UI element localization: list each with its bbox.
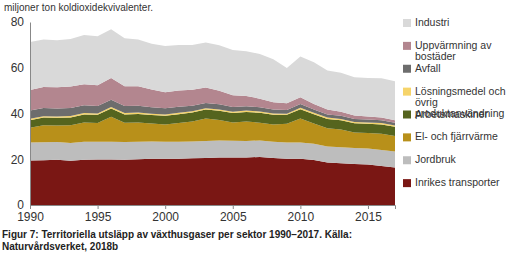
x-tick: 1990 [17,205,44,224]
legend-swatch [403,156,411,164]
y-tick-label: 40 [11,107,25,121]
x-tick-label: 2005 [220,210,247,224]
x-tick-label: 2010 [288,210,315,224]
subtitle: miljoner ton koldioxidekvivalenter. [4,2,153,13]
legend-swatch [403,65,411,73]
chart: miljoner ton koldioxidekvivalenter.02040… [0,0,518,263]
legend-label: Arbetsmaskiner [415,108,488,120]
x-tick-label: 2000 [152,210,179,224]
legend-item: Inrikes transporter [403,176,500,188]
legend-swatch [403,42,411,50]
x-axis-line [31,206,396,210]
legend-item: El- och fjärrvärme [403,130,498,142]
legend-item: Arbetsmaskiner [403,108,488,120]
y-tick-label: 20 [11,153,25,167]
x-tick: 2005 [220,205,247,224]
y-axis-line [30,23,31,206]
x-tick-mark [98,205,99,209]
x-tick-label: 1990 [17,210,44,224]
legend-item: Uppvärmning avbostäder [403,39,492,62]
y-tick-label: 60 [11,61,25,75]
y-tick: 80 [11,15,30,29]
legend-label: El- och fjärrvärme [415,130,498,142]
x-axis: 1990 1995 2000 2005 2010 2015 [17,205,395,224]
x-tick: 2000 [152,205,179,224]
x-tick-mark [300,205,301,209]
x-tick: 2010 [288,205,315,224]
legend-swatch [403,111,411,119]
area [30,157,395,205]
y-axis: 020406080 [11,15,31,212]
x-tick: 1995 [85,205,112,224]
legend-swatch [403,179,411,187]
x-tick: 2015 [355,205,382,224]
y-tick: 60 [11,61,30,75]
x-tick-mark [30,205,31,209]
legend-label: Uppvärmning avbostäder [415,39,492,62]
legend-label: Inrikes transporter [415,176,500,188]
legend-label: Lösningsmedel ochövrigproduktanvändning [415,85,506,119]
y-tick-label: 80 [11,15,25,29]
area [30,29,395,120]
legend-swatch [403,133,411,141]
legend-item: Jordbruk [403,153,457,165]
x-tick-mark [165,205,166,209]
legend-swatch [403,19,411,27]
legend-label: Industri [415,16,449,28]
legend-swatch [403,88,411,96]
y-tick: 20 [11,153,30,167]
x-tick-label: 2015 [355,210,382,224]
y-tick: 40 [11,107,30,121]
caption: Naturvårdsverket, 2018b [2,241,118,252]
legend-item: Industri [403,16,449,28]
legend-item: Lösningsmedel ochövrigproduktanvändning [403,85,506,119]
legend-label: Jordbruk [415,153,457,165]
plot-area [30,29,395,205]
legend-item: Avfall [403,62,441,74]
x-tick-mark [233,205,234,209]
caption: Figur 7: Territoriella utsläpp av växthu… [2,229,352,240]
legend: Industri Uppvärmning avbostäderAvfall Lösn… [403,16,506,188]
legend-label: Avfall [415,62,441,74]
x-tick-label: 1995 [85,210,112,224]
x-tick-mark [368,205,369,209]
